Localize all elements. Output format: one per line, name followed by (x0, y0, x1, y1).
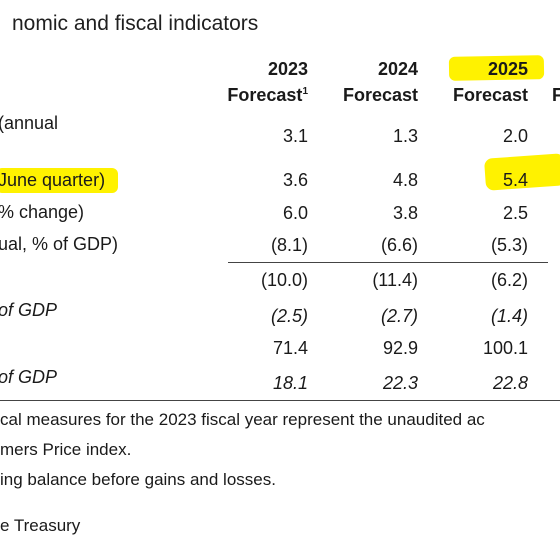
table-cell: 18.1 (272, 373, 308, 393)
table-cell: 4.8 (392, 170, 418, 190)
column-label-text: Forecast (227, 85, 303, 105)
table-cell: (2.7) (380, 306, 418, 326)
table-cell: 92.9 (382, 338, 418, 358)
column-year-2024: 2024 (377, 59, 418, 79)
row-label: % change) (0, 202, 85, 222)
table-cell: 3.8 (392, 203, 418, 223)
table-cell: (2.5) (270, 306, 308, 326)
footnote: mers Price index. (0, 440, 132, 459)
table-cell: 22.3 (382, 373, 418, 393)
table-cell: 100.1 (482, 338, 528, 358)
footnote: cal measures for the 2023 fiscal year re… (0, 410, 485, 429)
highlight-june-quarter (0, 168, 118, 193)
footnote-marker: 1 (302, 86, 308, 97)
table-cell: 2.0 (502, 126, 528, 146)
divider (0, 400, 560, 401)
divider (228, 262, 548, 263)
table-cell: 71.4 (272, 338, 308, 358)
row-label: of GDP (0, 367, 58, 387)
table-cell: 1.3 (392, 126, 418, 146)
table-cell: 3.6 (282, 170, 308, 190)
row-label: (annual (0, 113, 59, 133)
table-cell: (10.0) (260, 270, 308, 290)
column-label-next: F (552, 85, 560, 105)
table-cell: (1.4) (490, 306, 528, 326)
table-cell: 3.1 (282, 126, 308, 146)
table-cell: (6.2) (490, 270, 528, 290)
source-note: e Treasury (0, 516, 81, 535)
table-cell: 22.8 (492, 373, 528, 393)
table-title: nomic and fiscal indicators (12, 12, 259, 35)
table-cell: (8.1) (270, 235, 308, 255)
table-cell: 5.4 (502, 170, 528, 190)
table-cell: (6.6) (380, 235, 418, 255)
table-cell: (11.4) (372, 270, 418, 290)
row-label: ual, % of GDP) (0, 234, 119, 254)
column-label-2023: Forecast1 (188, 85, 308, 106)
column-label-2025: Forecast (452, 85, 528, 105)
row-label: of GDP (0, 300, 58, 320)
footnote: ing balance before gains and losses. (0, 470, 276, 489)
column-label-2024: Forecast (342, 85, 418, 105)
column-year-2025: 2025 (487, 59, 528, 79)
column-year-2023: 2023 (267, 59, 308, 79)
table-cell: 6.0 (282, 203, 308, 223)
table-cell: 2.5 (502, 203, 528, 223)
row-label: June quarter) (0, 170, 106, 190)
table-cell: (5.3) (490, 235, 528, 255)
